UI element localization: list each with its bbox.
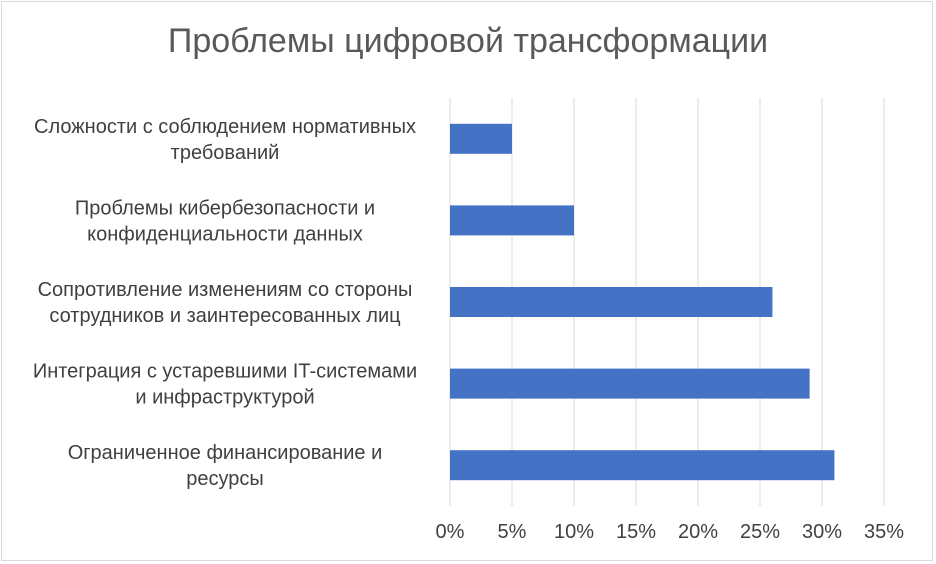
x-tick-label: 20% xyxy=(678,521,718,543)
category-label-line: и инфраструктурой xyxy=(135,387,314,409)
category-label: Интеграция с устаревшими IT-системами и и… xyxy=(33,361,417,409)
category-labels: Сложности с соблюдением нормативных требо… xyxy=(33,116,417,490)
x-tick-label: 15% xyxy=(616,521,656,543)
x-tick-label: 30% xyxy=(802,521,842,543)
x-tick-label: 35% xyxy=(864,521,904,543)
category-label-line: Интеграция с устаревшими IT-системами xyxy=(33,361,417,383)
category-label-line: Проблемы кибербезопасности и xyxy=(75,197,375,219)
bar xyxy=(450,450,835,481)
category-label: Ограниченное финансирование и ресурсы xyxy=(68,442,383,490)
x-tick-label: 25% xyxy=(740,521,780,543)
x-tick-label: 5% xyxy=(498,521,527,543)
bars xyxy=(450,123,835,481)
category-label-line: ресурсы xyxy=(186,468,264,490)
bar xyxy=(450,205,574,236)
category-label: Проблемы кибербезопасности и конфиденциал… xyxy=(75,197,375,245)
category-label-line: Ограниченное финансирование и xyxy=(68,442,383,464)
category-label: Сложности с соблюдением нормативных требо… xyxy=(34,116,416,164)
bar xyxy=(450,287,773,317)
category-label-line: требований xyxy=(171,142,280,164)
category-label-line: сотрудников и заинтересованных лиц xyxy=(49,305,400,327)
x-tick-label: 0% xyxy=(436,521,465,543)
category-label-line: Сопротивление изменениям со стороны xyxy=(38,279,413,301)
bar xyxy=(450,123,512,154)
chart-title: Проблемы цифровой трансформации xyxy=(167,22,769,60)
category-label-line: конфиденциальности данных xyxy=(87,223,363,245)
x-tick-label: 10% xyxy=(554,521,594,543)
category-label-line: Сложности с соблюдением нормативных xyxy=(34,116,416,138)
bar xyxy=(450,368,810,399)
x-tick-labels: 0% 5% 10% 15% 20% 25% 30% 35% xyxy=(436,521,905,543)
category-label: Сопротивление изменениям со стороны сотру… xyxy=(38,279,413,327)
